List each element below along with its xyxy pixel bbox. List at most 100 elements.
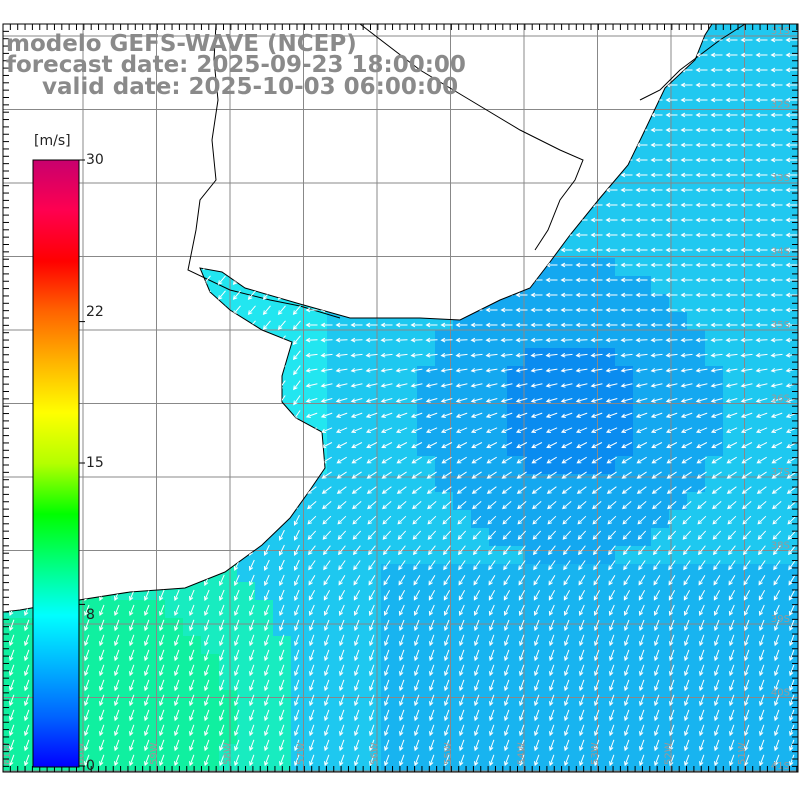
wind-arrow [411,471,422,479]
wind-arrow [277,140,286,150]
wind-arrow [142,260,151,270]
wind-arrow [441,471,452,479]
wind-arrow [351,442,363,449]
wind-arrow [365,292,378,298]
wind-arrow [247,275,256,285]
wind-arrow [590,352,603,358]
wind-arrow [172,260,181,270]
wind-arrow [695,142,708,148]
wind-arrow [695,232,708,238]
wind-arrow [7,155,16,165]
wind-arrow [380,232,393,238]
wind-arrow [277,230,286,240]
wind-arrow [788,589,796,601]
wind-arrow [605,412,618,418]
wind-arrow [142,185,151,195]
wind-arrow [770,97,783,103]
wind-arrow [515,82,528,88]
wind-arrow [142,245,151,255]
wind-arrow [294,724,300,737]
wind-arrow [500,142,513,148]
wind-arrow [474,634,480,647]
wind-arrow [665,172,678,178]
wind-arrow [278,470,286,481]
wind-arrow [458,589,466,601]
wind-arrow [440,337,453,343]
wind-arrow [204,664,210,677]
wind-arrow [410,172,423,178]
wind-arrow [339,649,345,662]
wind-arrow [620,307,633,313]
wind-arrow [788,575,796,586]
wind-arrow [635,157,648,163]
wind-arrow [354,649,360,662]
wind-arrow [410,37,423,43]
wind-arrow [428,589,436,601]
wind-arrow [772,501,782,510]
wind-arrow [219,604,225,617]
wind-arrow [425,37,438,43]
wind-arrow [500,112,513,118]
wind-arrow [710,412,723,418]
wind-arrow [84,694,90,707]
wind-arrow [203,440,211,451]
wind-arrow [549,649,555,662]
wind-arrow [621,486,632,494]
wind-arrow [605,67,618,73]
wind-arrow [365,37,378,43]
wind-arrow [292,110,301,120]
wind-arrow [605,398,618,403]
wind-arrow [425,157,438,163]
wind-arrow [368,604,375,616]
wind-arrow [669,679,675,692]
wind-arrow [384,709,390,722]
wind-arrow [500,172,513,178]
wind-arrow [744,619,750,632]
wind-arrow [594,679,600,692]
wind-arrow [248,499,256,511]
wind-arrow [293,529,300,541]
wind-arrow [518,589,526,601]
wind-arrow [472,545,481,556]
wind-arrow [650,398,663,403]
wind-arrow [399,709,405,722]
wind-arrow [335,337,348,343]
wind-arrow [203,514,210,526]
wind-arrow [305,368,318,373]
wind-arrow [579,709,585,722]
wind-arrow [144,589,150,602]
wind-arrow [173,410,181,421]
wind-arrow [232,290,241,300]
wind-arrow [683,589,691,601]
wind-arrow [680,187,693,193]
wind-arrow [560,307,573,313]
wind-arrow [785,157,798,163]
wind-arrow [530,97,543,103]
wind-arrow [399,634,405,647]
wind-arrow [143,425,151,436]
wind-arrow [112,185,121,195]
wind-arrow [380,383,393,388]
wind-arrow [369,724,375,737]
wind-arrow [335,112,348,118]
wind-arrow [725,127,738,133]
wind-arrow [9,739,15,752]
wind-arrow [203,380,211,391]
wind-arrow [605,82,618,88]
wind-arrow [590,232,603,238]
wind-arrow [82,230,91,240]
longitude-label: 53W [590,742,601,765]
wind-arrow [740,202,753,208]
wind-arrow [399,739,405,752]
wind-arrow [578,604,585,616]
wind-arrow [545,97,558,103]
wind-arrow [219,754,225,767]
wind-arrow [635,52,648,58]
wind-arrow [320,217,333,223]
wind-arrow [770,412,783,418]
wind-arrow [395,277,408,283]
wind-arrow [22,155,31,165]
wind-arrow [112,350,121,361]
wind-arrow [350,232,363,238]
wind-arrow [383,589,391,601]
